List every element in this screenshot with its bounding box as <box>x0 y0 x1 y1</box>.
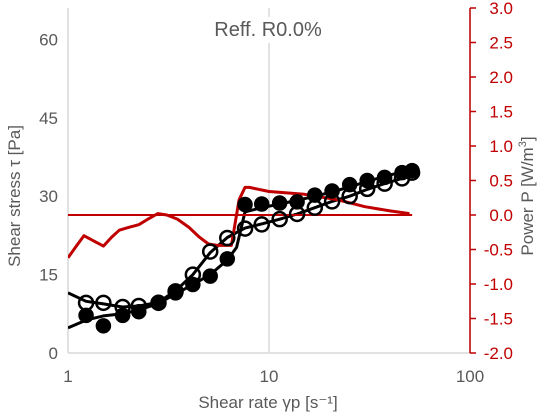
filled-data-point <box>289 194 305 210</box>
chart-title-backdrop <box>208 17 328 43</box>
open-data-point <box>253 216 270 233</box>
chart-title: Reff. R0.0% <box>214 19 322 41</box>
y-left-tick-label: 45 <box>39 109 58 128</box>
y-left-tick-label: 0 <box>49 344 58 363</box>
y-left-tick-label: 60 <box>39 30 58 49</box>
filled-data-point <box>253 196 270 212</box>
marker-layer <box>77 162 421 334</box>
y-right-tick-label: 1.0 <box>489 137 513 156</box>
y-right-title-main: Power P [W/m <box>518 147 537 255</box>
open-data-point <box>323 193 341 210</box>
y-right-tick-label: 3.0 <box>489 0 513 18</box>
filled-data-point <box>237 196 253 213</box>
filled-data-point <box>202 268 218 284</box>
axes-layer <box>67 7 476 354</box>
y-right-tick-label: 2.0 <box>489 68 513 87</box>
y-right-title-bracket: ] <box>518 136 537 141</box>
y-left-axis-title: Shear stress τ [Pa] <box>5 125 24 267</box>
label-layer: Reff. R0.0% Shear rate γp [s⁻¹] Shear st… <box>5 0 537 412</box>
x-axis-title: Shear rate γp [s⁻¹] <box>198 393 337 412</box>
open-data-point <box>288 205 306 223</box>
stress-fit-filled-line <box>68 168 413 330</box>
filled-data-point <box>95 318 112 334</box>
open-data-point <box>376 175 393 192</box>
filled-data-point <box>271 195 288 211</box>
open-data-point <box>403 164 421 181</box>
x-tick-label: 1 <box>63 367 72 386</box>
power-curve-line <box>68 185 410 259</box>
stress-fit-open-line <box>68 172 413 309</box>
open-data-point <box>150 294 167 312</box>
y-right-tick-label: 1.5 <box>489 103 513 122</box>
open-data-point <box>167 283 184 300</box>
open-data-point <box>184 266 202 283</box>
y-right-tick-label: 2.5 <box>489 34 513 53</box>
filled-data-point <box>219 251 236 267</box>
filled-data-point <box>341 176 358 193</box>
y-right-tick-label: 0.5 <box>489 172 513 191</box>
filled-data-point <box>78 307 94 324</box>
open-data-point <box>306 199 324 216</box>
filled-data-point <box>307 187 323 203</box>
x-tick-label: 10 <box>260 367 279 386</box>
x-tick-label: 100 <box>456 367 484 386</box>
open-data-point <box>219 229 236 247</box>
y-right-axis-title: Power P [W/m3] <box>517 136 537 255</box>
y-right-title-superscript: 3 <box>517 141 529 147</box>
open-data-point <box>95 294 112 312</box>
y-left-tick-label: 30 <box>39 187 58 206</box>
open-data-point <box>271 210 288 228</box>
y-right-tick-label: -1.0 <box>484 275 513 294</box>
open-data-point <box>77 294 95 312</box>
open-data-point <box>201 243 219 260</box>
y-left-tick-label: 15 <box>39 266 58 285</box>
open-data-point <box>130 297 148 315</box>
series-layer <box>68 168 413 330</box>
open-data-point <box>114 298 131 316</box>
y-right-tick-label: -1.5 <box>484 310 513 329</box>
open-data-point <box>341 187 358 205</box>
y-right-tick-label: -0.5 <box>484 241 513 260</box>
open-data-point <box>358 180 376 198</box>
open-data-point <box>236 220 254 237</box>
y-right-tick-label: -2.0 <box>484 344 513 363</box>
y-right-tick-label: 0.0 <box>489 206 513 225</box>
